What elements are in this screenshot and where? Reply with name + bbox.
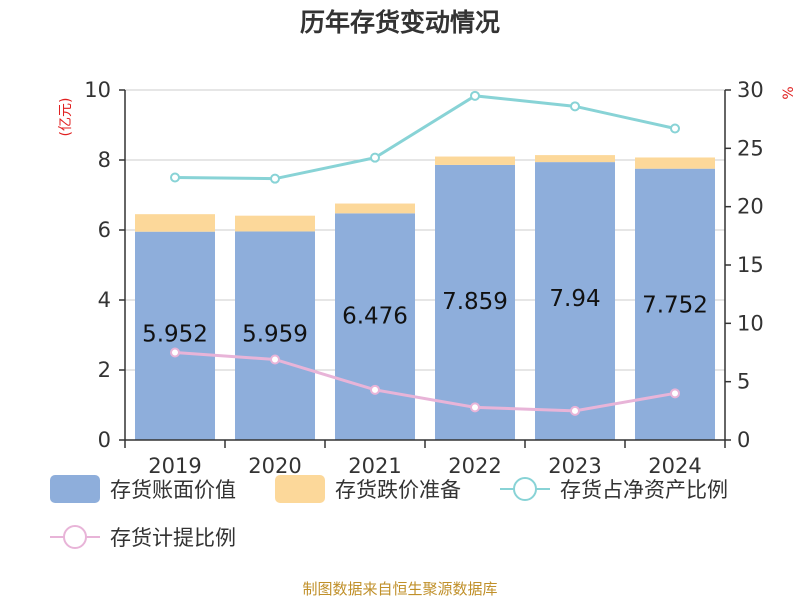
bar-impairment (135, 214, 215, 232)
data-labels-layer: 5.952 5.959 6.476 7.859 7.94 7.752 (142, 286, 708, 348)
data-label: 7.859 (442, 289, 508, 315)
data-label: 5.959 (242, 321, 308, 347)
data-label: 5.952 (142, 322, 208, 348)
left-tick-label: 10 (84, 78, 111, 102)
bar-book-value (535, 162, 615, 440)
chart-title: 历年存货变动情况 (300, 8, 500, 37)
point-provision-ratio (470, 402, 480, 413)
left-axis-unit: (亿元) (58, 98, 74, 137)
point-provision-ratio (270, 354, 280, 365)
bar-book-value (335, 213, 415, 440)
point-ratio-net-assets (470, 90, 480, 101)
bar-impairment (535, 155, 615, 163)
left-tick-label: 8 (98, 148, 111, 172)
legend-label-impairment: 存货跌价准备 (335, 478, 461, 502)
legend-label-ratio-net-assets: 存货占净资产比例 (560, 478, 728, 502)
line-provision-ratio (174, 351, 676, 413)
legend-item-ratio-net-assets[interactable]: 存货占净资产比例 (500, 477, 728, 502)
bar-impairment (335, 203, 415, 214)
right-tick-label: 20 (737, 195, 764, 219)
data-label: 7.752 (642, 293, 708, 319)
right-axis-unit: % (781, 86, 797, 99)
point-ratio-net-assets (670, 123, 680, 134)
point-ratio-net-assets (570, 101, 580, 112)
legend-label-book-value: 存货账面价值 (110, 478, 236, 502)
x-tick-label: 2022 (448, 454, 501, 478)
point-provision-ratio (570, 405, 580, 416)
x-tick-label: 2024 (648, 454, 701, 478)
point-provision-ratio (670, 388, 680, 399)
legend: 存货账面价值 存货跌价准备 存货占净资产比例 存货计提比例 (50, 475, 728, 550)
x-tick-label: 2023 (548, 454, 601, 478)
bar-book-value (135, 231, 215, 440)
legend-swatch-impairment (275, 475, 325, 503)
bar-impairment (435, 156, 515, 165)
legend-marker-ratio-net-assets (513, 477, 537, 501)
x-tick-label: 2019 (148, 454, 201, 478)
axes-layer: 0 2 4 6 8 10 0 5 10 15 20 25 30 2019 2020 2021 2022 2023 2… (84, 78, 763, 478)
x-tick-label: 2021 (348, 454, 401, 478)
left-tick-label: 0 (98, 428, 111, 452)
legend-item-book-value[interactable]: 存货账面价值 (50, 475, 236, 503)
right-tick-label: 5 (737, 370, 750, 394)
right-tick-label: 0 (737, 428, 750, 452)
bar-book-value (435, 164, 515, 440)
point-ratio-net-assets (170, 172, 180, 183)
left-tick-label: 4 (98, 288, 111, 312)
point-provision-ratio (370, 384, 380, 395)
bar-impairment (635, 157, 715, 169)
right-tick-label: 15 (737, 253, 764, 277)
legend-item-impairment[interactable]: 存货跌价准备 (275, 475, 461, 503)
legend-item-provision-ratio[interactable]: 存货计提比例 (50, 525, 236, 550)
legend-swatch-book-value (50, 475, 100, 503)
left-tick-label: 2 (98, 358, 111, 382)
data-label: 7.94 (549, 286, 600, 312)
lines-layer (170, 90, 680, 416)
left-tick-label: 6 (98, 218, 111, 242)
grid-lines (125, 89, 725, 371)
line-ratio-net-assets (174, 94, 676, 181)
bar-book-value (235, 231, 315, 440)
bar-impairment (235, 215, 315, 232)
point-ratio-net-assets (270, 173, 280, 184)
x-tick-label: 2020 (248, 454, 301, 478)
data-label: 6.476 (342, 303, 408, 329)
right-tick-label: 30 (737, 78, 764, 102)
point-ratio-net-assets (370, 152, 380, 163)
legend-marker-provision-ratio (63, 525, 87, 549)
legend-label-provision-ratio: 存货计提比例 (110, 526, 236, 550)
right-tick-label: 10 (737, 311, 764, 335)
point-provision-ratio (170, 347, 180, 358)
right-tick-label: 25 (737, 136, 764, 160)
source-note: 制图数据来自恒生聚源数据库 (302, 580, 497, 598)
